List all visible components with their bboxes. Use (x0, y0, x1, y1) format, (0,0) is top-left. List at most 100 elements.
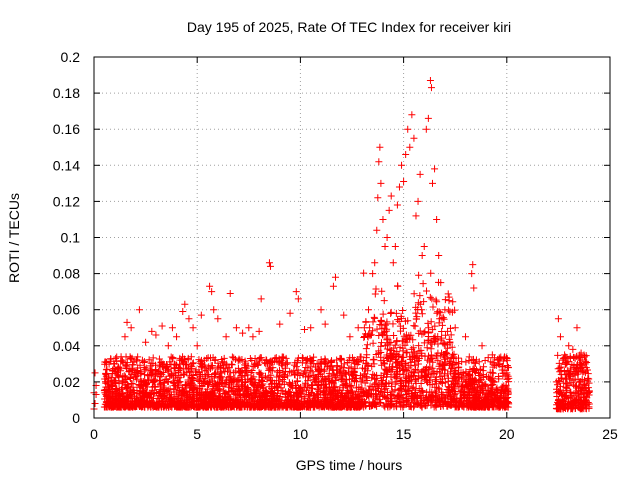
data-point (190, 397, 198, 405)
data-point (557, 382, 565, 390)
data-point (565, 342, 573, 350)
data-point (277, 357, 285, 365)
data-point (485, 393, 493, 401)
data-point (228, 353, 236, 361)
data-point (180, 388, 188, 396)
data-point (403, 348, 411, 356)
data-point (104, 386, 112, 394)
data-point (101, 403, 109, 411)
data-point (155, 390, 163, 398)
data-point (424, 114, 432, 122)
data-point (271, 402, 279, 410)
data-point (409, 351, 417, 359)
data-point (158, 362, 166, 370)
data-point (101, 360, 109, 368)
data-point (338, 355, 346, 363)
data-point (486, 387, 494, 395)
data-point (394, 316, 402, 324)
data-point (355, 383, 363, 391)
data-point (427, 345, 435, 353)
data-point (203, 394, 211, 402)
data-point (414, 299, 422, 307)
data-point (462, 358, 470, 366)
data-point (425, 336, 433, 344)
data-point (475, 358, 483, 366)
data-point (356, 353, 364, 361)
data-point (330, 387, 338, 395)
data-point (235, 400, 243, 408)
data-point (315, 368, 323, 376)
data-point (584, 370, 592, 378)
data-point (147, 390, 155, 398)
data-point (240, 402, 248, 410)
data-point (368, 374, 376, 382)
data-point (261, 372, 269, 380)
data-point (133, 357, 141, 365)
data-point (383, 336, 391, 344)
data-point (311, 394, 319, 402)
data-point (294, 368, 302, 376)
data-point (489, 369, 497, 377)
data-point (272, 354, 280, 362)
data-point (187, 353, 195, 361)
data-point (381, 243, 389, 251)
data-point (553, 381, 561, 389)
data-point (150, 383, 158, 391)
data-point (128, 371, 136, 379)
data-point (330, 371, 338, 379)
data-point (451, 306, 459, 314)
data-point (119, 389, 127, 397)
data-point (462, 369, 470, 377)
data-point (426, 293, 434, 301)
data-point (133, 368, 141, 376)
data-point (324, 394, 332, 402)
data-point (554, 351, 562, 359)
data-point (418, 252, 426, 260)
data-point (432, 296, 440, 304)
data-point (360, 269, 368, 277)
data-point (244, 385, 252, 393)
data-point (375, 396, 383, 404)
data-point (255, 369, 263, 377)
data-point (106, 401, 114, 409)
data-point (204, 354, 212, 362)
data-point (209, 391, 217, 399)
data-point (137, 369, 145, 377)
data-point (158, 322, 166, 330)
data-point (218, 401, 226, 409)
data-point (379, 215, 387, 223)
data-point (387, 367, 395, 375)
data-point (290, 367, 298, 375)
data-point (407, 331, 415, 339)
data-point (399, 306, 407, 314)
data-point (421, 328, 429, 336)
data-point (212, 382, 220, 390)
data-point (464, 378, 472, 386)
data-point (432, 401, 440, 409)
data-point (196, 386, 204, 394)
data-point (426, 355, 434, 363)
data-point (161, 402, 169, 410)
data-point (555, 396, 563, 404)
data-point (429, 303, 437, 311)
data-point (471, 368, 479, 376)
x-tick-label: 5 (193, 426, 201, 442)
data-point (572, 382, 580, 390)
data-point (179, 365, 187, 373)
data-point (135, 389, 143, 397)
data-point (397, 399, 405, 407)
data-point (441, 296, 449, 304)
data-point (498, 366, 506, 374)
data-point (189, 360, 197, 368)
data-point (307, 382, 315, 390)
data-point (369, 356, 377, 364)
data-point (410, 348, 418, 356)
data-point (235, 385, 243, 393)
data-point (226, 289, 234, 297)
data-point (179, 387, 187, 395)
data-point (404, 379, 412, 387)
axis-ticks: 0 5 10 15 20 25 0 0.02 0.04 0.06 0.08 0.1 0.12 0.14 0.… (53, 49, 618, 442)
data-point (366, 402, 374, 410)
data-point (458, 382, 466, 390)
data-point (346, 383, 354, 391)
